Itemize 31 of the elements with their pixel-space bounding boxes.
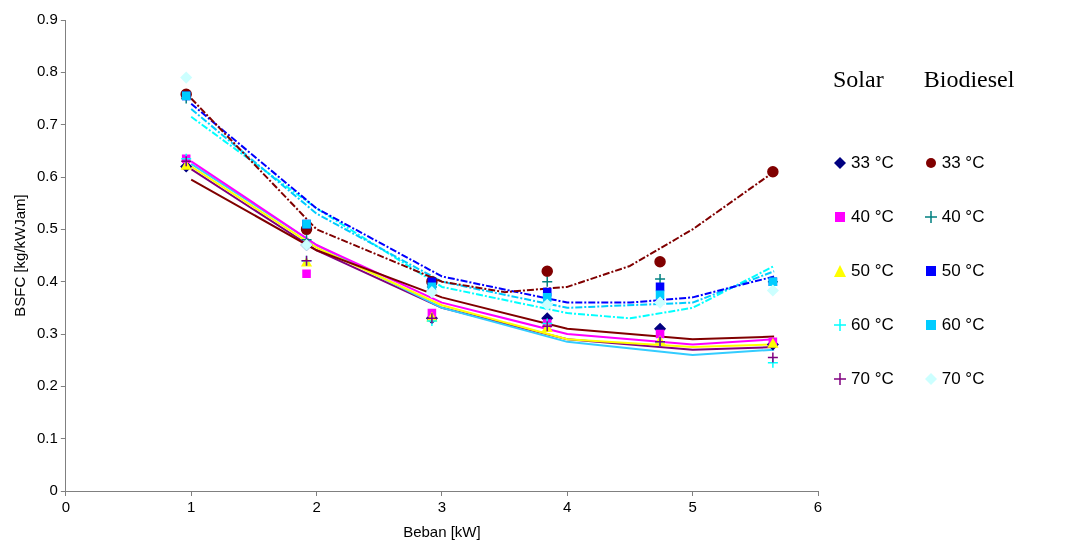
x-tick-label: 4 xyxy=(563,498,572,516)
x-axis-title: Beban [kW] xyxy=(403,523,481,541)
y-tick-label: 0.2 xyxy=(36,376,58,394)
x-tick-label: 5 xyxy=(688,498,697,516)
y-tick-label: 0.4 xyxy=(36,271,58,289)
legend-label: 70 °C xyxy=(851,369,894,389)
legend-label: 40 °C xyxy=(941,207,985,227)
x-tick-label: 6 xyxy=(813,498,823,516)
y-tick-label: 0.8 xyxy=(36,62,58,80)
x-tick-label: 3 xyxy=(437,498,447,516)
x-tick-label: 0 xyxy=(61,498,71,516)
y-tick-label: 0 xyxy=(49,481,58,499)
legend-label: 33 °C xyxy=(851,153,894,173)
x-tick-label: 2 xyxy=(312,498,321,516)
y-tick-label: 0.1 xyxy=(36,428,58,446)
y-tick-label: 0.3 xyxy=(36,324,58,342)
text: Solar xyxy=(833,66,885,94)
legend-label: 70 °C xyxy=(941,369,985,389)
legend-label: 50 °C xyxy=(941,261,985,281)
legend-label: 40 °C xyxy=(851,207,894,227)
y-tick-label: 0.7 xyxy=(36,114,58,132)
legend-label: 60 °C xyxy=(851,315,894,335)
legend-label: 33 °C xyxy=(941,153,985,173)
y-tick-label: 0.6 xyxy=(36,167,58,185)
y-axis-title: BSFC [kg/kWJam] xyxy=(11,194,29,317)
legend-label: 60 °C xyxy=(941,315,985,335)
text: Biodiesel xyxy=(923,66,1015,94)
legend-label: 50 °C xyxy=(851,261,894,281)
y-tick-label: 0.5 xyxy=(36,219,58,237)
x-tick-label: 1 xyxy=(187,498,196,516)
y-tick-label: 0.9 xyxy=(36,10,58,28)
